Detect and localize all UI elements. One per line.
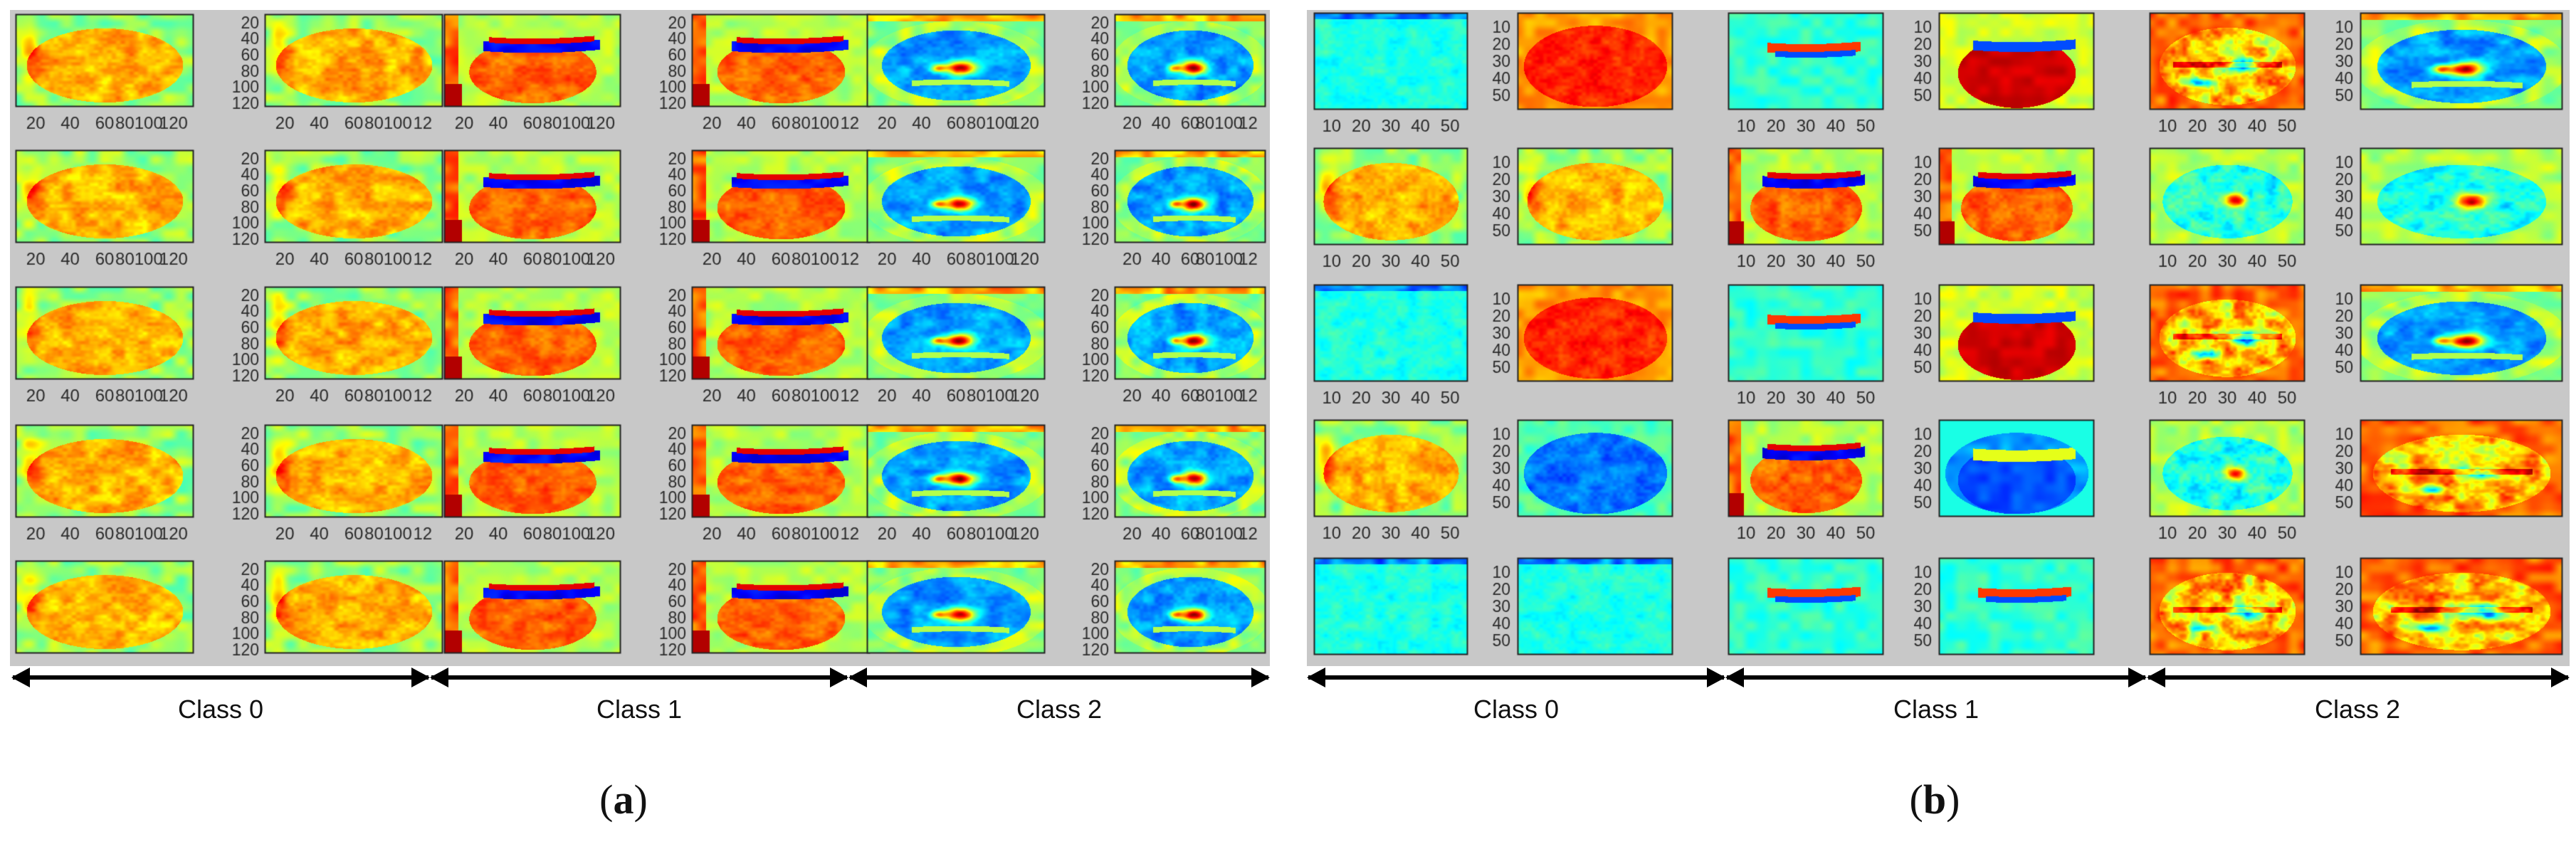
class-0-label-b: Class 0 (1473, 695, 1560, 724)
class-0-label-a: Class 0 (177, 695, 264, 724)
class-1-label-b: Class 1 (1893, 695, 1980, 724)
class-2-label-b: Class 2 (2314, 695, 2401, 724)
panel-label-a: (a) (599, 776, 648, 823)
class-2-label-a: Class 2 (1016, 695, 1103, 724)
panel-label-b: (b) (1909, 776, 1960, 823)
class-1-label-a: Class 1 (596, 695, 683, 724)
